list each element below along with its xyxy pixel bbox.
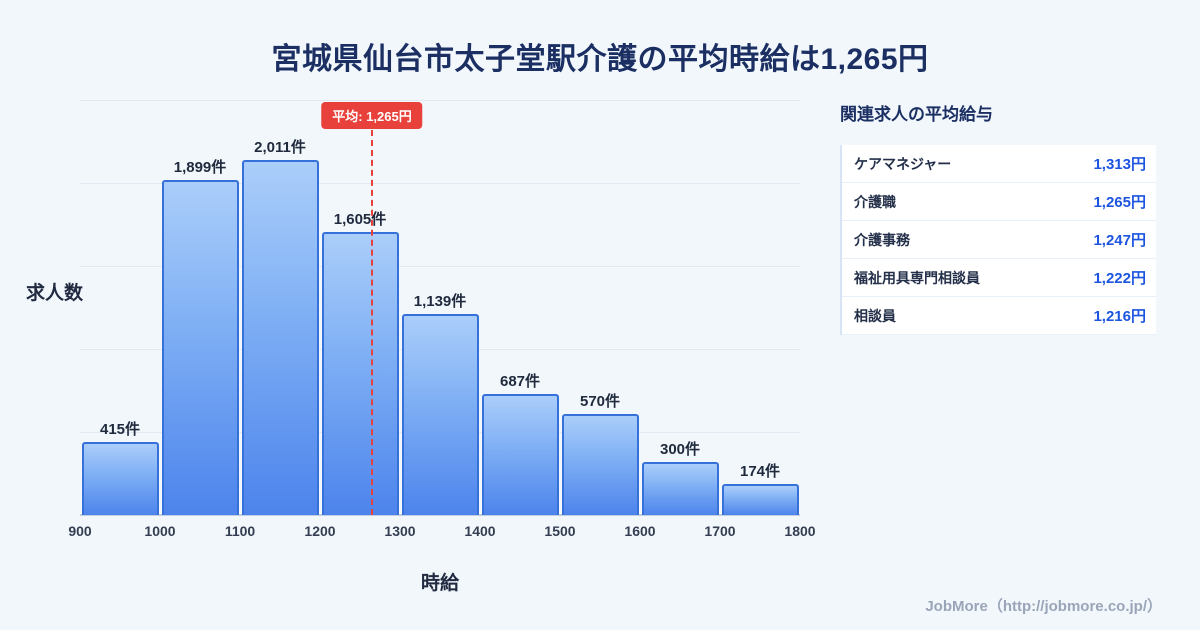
- bar-1000-1100: [161, 180, 239, 515]
- x-axis-line: [80, 514, 800, 516]
- bar-value-label: 1,605件: [333, 211, 387, 228]
- bar-1700-1800: [721, 484, 799, 515]
- bar-900-1000: [81, 442, 159, 515]
- gridline: [80, 266, 800, 267]
- wage-value: 1,247円: [1093, 232, 1146, 249]
- bar-1500-1600: [561, 414, 639, 515]
- job-label: 福祉用具専門相談員: [854, 269, 980, 286]
- x-tick-label: 900: [68, 523, 92, 539]
- x-tick-label: 1600: [624, 523, 656, 539]
- x-tick-label: 1300: [384, 523, 416, 539]
- salary-row: 相談員 1,216円: [842, 297, 1156, 335]
- salary-table: ケアマネジャー 1,313円 介護職 1,265円 介護事務 1,247円 福祉…: [840, 145, 1156, 335]
- bar-1400-1500: [481, 394, 559, 515]
- x-tick-label: 1100: [224, 523, 256, 539]
- job-label: 相談員: [854, 307, 896, 324]
- related-jobs-panel: 関連求人の平均給与 ケアマネジャー 1,313円 介護職 1,265円 介護事務…: [840, 100, 1156, 335]
- x-tick-label: 1200: [304, 523, 336, 539]
- wage-value: 1,265円: [1093, 194, 1146, 211]
- job-label: ケアマネジャー: [854, 155, 952, 172]
- wage-value: 1,216円: [1093, 308, 1146, 325]
- wage-value: 1,222円: [1093, 270, 1146, 287]
- bar-value-label: 174件: [739, 463, 781, 480]
- salary-row: 介護職 1,265円: [842, 183, 1156, 221]
- x-tick-label: 1400: [464, 523, 496, 539]
- bar-value-label: 687件: [499, 373, 541, 390]
- salary-row: 介護事務 1,247円: [842, 221, 1156, 259]
- footer-credit: JobMore（http://jobmore.co.jp/）: [925, 598, 1162, 615]
- gridline: [80, 100, 800, 101]
- bar-1300-1400: [401, 314, 479, 515]
- y-axis-label: 求人数: [26, 283, 84, 304]
- bar-value-label: 2,011件: [254, 139, 306, 156]
- panel-title: 関連求人の平均給与: [840, 105, 993, 124]
- salary-row: ケアマネジャー 1,313円: [842, 145, 1156, 183]
- bar-value-label: 415件: [99, 421, 141, 438]
- average-line: [371, 130, 373, 515]
- x-tick-label: 1800: [784, 523, 816, 539]
- gridline: [80, 183, 800, 184]
- salary-row: 福祉用具専門相談員 1,222円: [842, 259, 1156, 297]
- bar-value-label: 570件: [579, 393, 621, 410]
- page-title: 宮城県仙台市太子堂駅介護の平均時給は1,265円: [271, 43, 929, 76]
- bar-1100-1200: [241, 160, 319, 515]
- x-tick-label: 1000: [144, 523, 176, 539]
- bar-value-label: 1,139件: [413, 293, 467, 310]
- x-tick-label: 1700: [704, 523, 736, 539]
- x-tick-label: 1500: [544, 523, 576, 539]
- bar-1600-1700: [641, 462, 719, 515]
- job-label: 介護職: [854, 193, 896, 210]
- wage-value: 1,313円: [1093, 156, 1146, 173]
- bar-1200-1300: [321, 232, 399, 515]
- histogram-plot: 415件 1,899件 2,011件 1,605件 1,139件 687件 570件 300件…: [68, 100, 816, 539]
- average-badge: 平均: 1,265円: [321, 102, 423, 129]
- x-axis-label: 時給: [420, 573, 459, 594]
- bar-value-label: 300件: [659, 441, 701, 458]
- bar-value-label: 1,899件: [173, 159, 227, 176]
- job-label: 介護事務: [854, 231, 910, 248]
